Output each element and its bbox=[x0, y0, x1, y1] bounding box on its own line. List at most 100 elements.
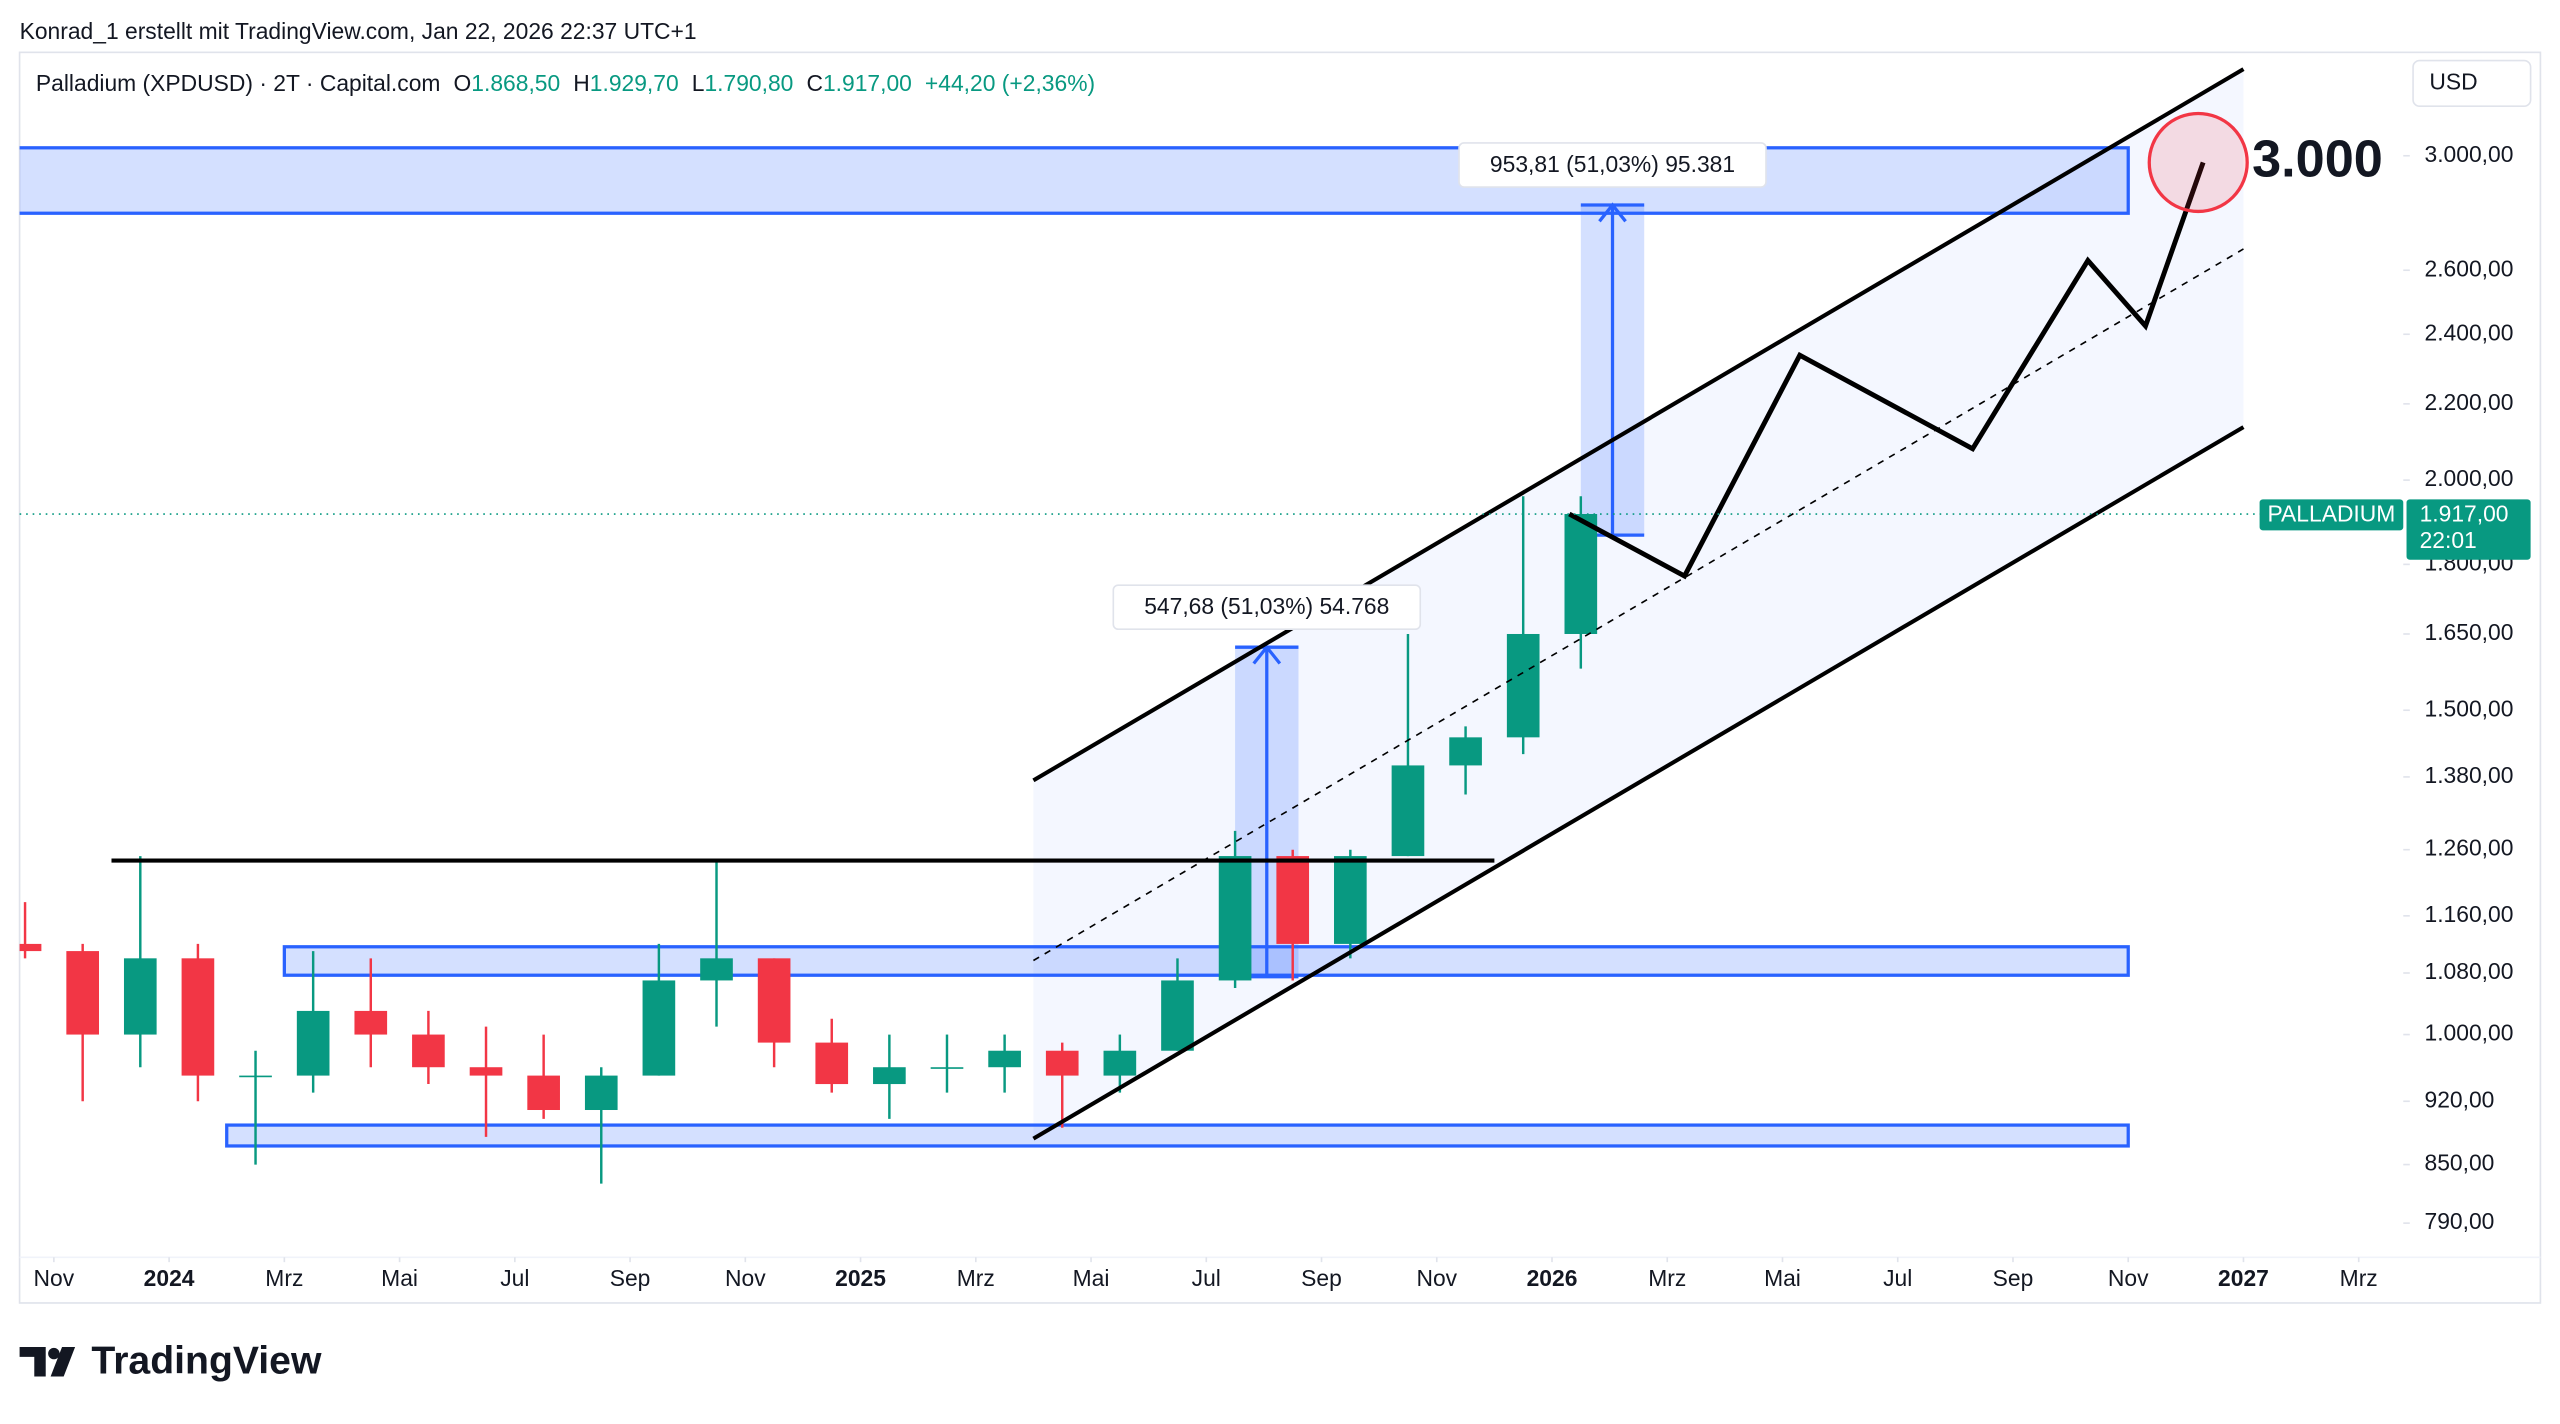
x-tick-label: Jul bbox=[1192, 1265, 1221, 1291]
x-tick-label: Mrz bbox=[2340, 1265, 2378, 1291]
symbol-tag bbox=[2259, 499, 2404, 531]
x-tick-label: Nov bbox=[2108, 1265, 2149, 1291]
y-tick-label: 3.000,00 bbox=[2424, 141, 2513, 167]
candle-body bbox=[642, 980, 676, 1076]
x-tick-label: 2025 bbox=[835, 1265, 886, 1291]
x-tick-label: Nov bbox=[725, 1265, 766, 1291]
candle-body bbox=[1218, 856, 1252, 981]
x-tick-label: Mrz bbox=[957, 1265, 995, 1291]
candle-body bbox=[469, 1067, 503, 1076]
candle-body bbox=[1045, 1050, 1079, 1076]
candle-body bbox=[527, 1075, 560, 1111]
legend-item: 1.917,00 bbox=[823, 70, 912, 96]
x-tick-label: Jul bbox=[500, 1265, 529, 1291]
candle-body bbox=[1564, 514, 1598, 634]
trend-line bbox=[1032, 425, 2245, 1141]
y-tick-label: 1.160,00 bbox=[2424, 901, 2513, 927]
projection-path bbox=[1568, 161, 2206, 580]
candle-body bbox=[412, 1034, 445, 1068]
measure-label-box bbox=[1458, 142, 1767, 188]
symbol-label: PALLADIUM bbox=[2268, 501, 2396, 527]
y-tick-label: 1.650,00 bbox=[2424, 619, 2513, 645]
y-tick-label: 1.380,00 bbox=[2424, 762, 2513, 788]
zone bbox=[282, 945, 2130, 977]
plot-area bbox=[19, 67, 2245, 1184]
candle-body bbox=[757, 958, 791, 1043]
logo-text: TradingView bbox=[91, 1340, 322, 1383]
y-tick-label: 850,00 bbox=[2424, 1150, 2494, 1176]
y-tick-label: 790,00 bbox=[2424, 1208, 2494, 1234]
legend-item: O bbox=[454, 70, 472, 96]
x-tick-label: Jul bbox=[1883, 1265, 1912, 1291]
x-tick-label: 2027 bbox=[2218, 1265, 2269, 1291]
measure-label: 547,68 (51,03%) 54.768 bbox=[1144, 593, 1389, 619]
y-tick-label: 2.400,00 bbox=[2424, 319, 2513, 345]
zone bbox=[225, 1123, 2130, 1148]
candle-body bbox=[181, 958, 215, 1076]
x-tick-label: Nov bbox=[1416, 1265, 1457, 1291]
x-tick-label: Nov bbox=[34, 1265, 75, 1291]
legend-item: 1.790,80 bbox=[704, 70, 793, 96]
x-tick-label: Mai bbox=[1073, 1265, 1110, 1291]
target-circle bbox=[2147, 111, 2249, 214]
x-tick-label: Sep bbox=[610, 1265, 651, 1291]
legend: Palladium (XPDUSD) · 2T · Capital.com O1.… bbox=[36, 70, 1095, 96]
y-tick-label: 2.000,00 bbox=[2424, 465, 2513, 491]
candle-body bbox=[1506, 633, 1540, 738]
candle-body bbox=[700, 958, 733, 981]
chart-frame bbox=[18, 51, 2542, 1304]
candle-body bbox=[19, 943, 42, 952]
logo bbox=[19, 1347, 76, 1377]
y-tick-label: 1.000,00 bbox=[2424, 1020, 2513, 1046]
candle-body bbox=[1449, 737, 1482, 766]
candle-body bbox=[1161, 980, 1194, 1051]
x-tick-label: 2024 bbox=[144, 1265, 195, 1291]
zone bbox=[19, 146, 2130, 215]
x-tick-label: Mai bbox=[1764, 1265, 1801, 1291]
candle-body bbox=[239, 1075, 272, 1078]
candle-body bbox=[296, 1010, 330, 1076]
candle-body bbox=[66, 951, 100, 1035]
price-tag bbox=[2406, 499, 2531, 560]
price-label: 1.917,00 bbox=[2420, 501, 2509, 527]
trend-line bbox=[1032, 67, 2245, 783]
candle-body bbox=[873, 1067, 906, 1085]
legend-item: 1.868,50 bbox=[471, 70, 560, 96]
legend-item: +44,20 (+2,36%) bbox=[925, 70, 1095, 96]
x-tick-label: Mrz bbox=[1648, 1265, 1686, 1291]
x-tick-label: Sep bbox=[1993, 1265, 2034, 1291]
candle-body bbox=[930, 1067, 964, 1069]
target-label: 3.000 bbox=[2252, 130, 2383, 188]
candle-body bbox=[1276, 856, 1310, 944]
candle-body bbox=[1334, 856, 1367, 944]
time-label: 22:01 bbox=[2420, 527, 2477, 553]
y-tick-label: 1.500,00 bbox=[2424, 695, 2513, 721]
y-tick-label: 2.200,00 bbox=[2424, 389, 2513, 415]
logo-dot bbox=[48, 1347, 60, 1360]
legend-item: L bbox=[692, 70, 705, 96]
x-tick-label: Mai bbox=[381, 1265, 418, 1291]
measure-label-box bbox=[1112, 584, 1422, 631]
currency[interactable]: USD bbox=[2429, 68, 2477, 94]
measure-label: 953,81 (51,03%) 95.381 bbox=[1490, 151, 1735, 177]
x-tick-label: Sep bbox=[1301, 1265, 1342, 1291]
legend-item: Palladium (XPDUSD) · 2T · Capital.com bbox=[36, 70, 441, 96]
measure-arrowhead bbox=[1252, 644, 1282, 665]
y-tick-label: 1.080,00 bbox=[2424, 958, 2513, 984]
legend-item: 1.929,70 bbox=[590, 70, 679, 96]
measure-arrowhead bbox=[1598, 202, 1627, 223]
candle-body bbox=[584, 1075, 618, 1111]
logo-icon bbox=[19, 1347, 76, 1377]
currency-button[interactable] bbox=[2412, 59, 2532, 108]
x-tick-label: Mrz bbox=[265, 1265, 303, 1291]
attribution: Konrad_1 erstellt mit TradingView.com, J… bbox=[20, 18, 697, 44]
y-tick-label: 2.600,00 bbox=[2424, 255, 2513, 281]
candle-body bbox=[988, 1050, 1021, 1068]
candle-body bbox=[1391, 765, 1425, 857]
legend-item: C bbox=[806, 70, 823, 96]
y-tick-label: 1.260,00 bbox=[2424, 835, 2513, 861]
y-tick-label: 920,00 bbox=[2424, 1086, 2494, 1112]
